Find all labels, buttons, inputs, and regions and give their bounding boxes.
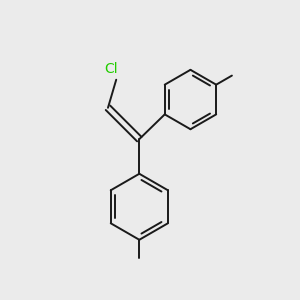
Text: Cl: Cl bbox=[104, 62, 118, 76]
